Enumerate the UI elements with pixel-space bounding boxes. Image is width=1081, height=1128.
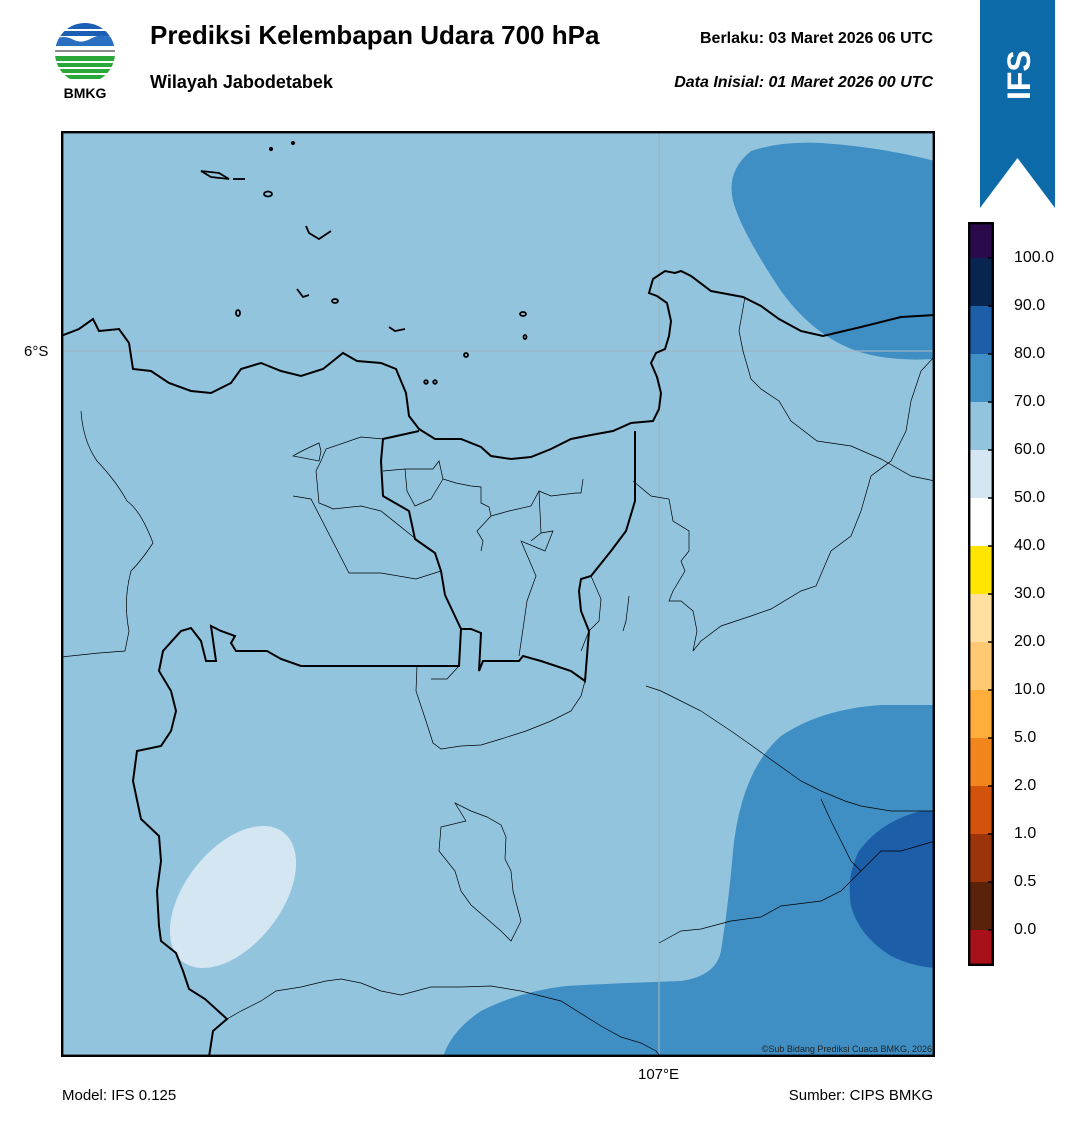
colorbar-tick-label: 0.0 (1014, 921, 1037, 938)
coastline (61, 269, 935, 461)
islands (200, 140, 528, 385)
colorbar-tick-label: 2.0 (1014, 777, 1037, 794)
regency-boundaries (61, 296, 935, 1057)
humidity-map (61, 131, 935, 1057)
source-label: Sumber: CIPS BMKG (788, 1087, 933, 1104)
humidity-area-70-80-northeast (731, 142, 935, 360)
humidity-area-80-90 (849, 811, 935, 968)
model-label: Model: IFS 0.125 (62, 1087, 177, 1104)
page-title: Prediksi Kelembapan Udara 700 hPa (150, 20, 600, 50)
colorbar-tick-label: 100.0 (1014, 249, 1055, 266)
colorbar-band (968, 834, 994, 882)
map-credit: ©Sub Bidang Prediksi Cuaca BMKG, 2026 (761, 1044, 932, 1054)
colorbar-band (968, 882, 994, 930)
colorbar-tick-label: 5.0 (1014, 729, 1037, 746)
colorbar-tick-label: 20.0 (1014, 633, 1046, 650)
humidity-colorbar (968, 222, 994, 966)
colorbar-tick-label: 80.0 (1014, 345, 1046, 362)
colorbar-tick-label: 60.0 (1014, 441, 1046, 458)
bmkg-logo (55, 23, 115, 83)
colorbar-band (968, 546, 994, 594)
humidity-area-50-60 (169, 825, 297, 969)
province-boundary (131, 430, 463, 1057)
ribbon-text: IFS (1001, 50, 1037, 100)
colorbar-band (968, 354, 994, 402)
colorbar-band (968, 786, 994, 834)
colorbar-tick-label: 40.0 (1014, 537, 1046, 554)
longitude-label: 107°E (638, 1066, 680, 1083)
colorbar-band (968, 642, 994, 690)
colorbar-band (968, 450, 994, 498)
colorbar-tick-label: 10.0 (1014, 681, 1046, 698)
logo-text: BMKG (63, 85, 107, 101)
colorbar-tick-label: 30.0 (1014, 585, 1046, 602)
colorbar-band (968, 690, 994, 738)
colorbar-band (968, 930, 994, 966)
map-frame (61, 131, 935, 1057)
colorbar-tick-label: 0.5 (1014, 873, 1037, 890)
colorbar-band (968, 222, 994, 258)
colorbar-band (968, 258, 994, 306)
colorbar-band (968, 594, 994, 642)
colorbar-band (968, 306, 994, 354)
colorbar-tick-label: 90.0 (1014, 297, 1046, 314)
colorbar-tick-label: 50.0 (1014, 489, 1046, 506)
latitude-label: 6°S (24, 343, 49, 360)
humidity-area-70-80-southeast (443, 705, 935, 1057)
colorbar-tick-label: 70.0 (1014, 393, 1046, 410)
colorbar-band (968, 498, 994, 546)
init-time-label: Data Inisial: 01 Maret 2026 00 UTC (674, 74, 933, 91)
page-subtitle: Wilayah Jabodetabek (150, 72, 333, 92)
valid-time-label: Berlaku: 03 Maret 2026 06 UTC (700, 30, 933, 47)
ifs-ribbon: IFS (980, 0, 1055, 208)
colorbar-band (968, 402, 994, 450)
colorbar-tick-label: 1.0 (1014, 825, 1037, 842)
colorbar-band (968, 738, 994, 786)
